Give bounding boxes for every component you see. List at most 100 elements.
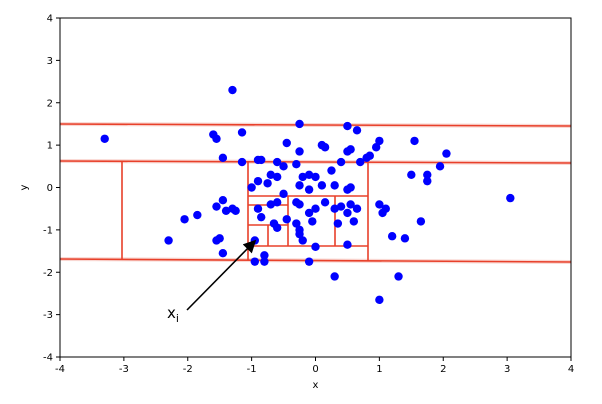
point [343, 147, 352, 156]
y-tick-label: 1 [47, 141, 53, 152]
point [295, 147, 304, 156]
point [279, 162, 288, 171]
point [266, 200, 275, 209]
point [180, 215, 189, 224]
point [352, 126, 362, 135]
point [295, 119, 304, 129]
point [298, 172, 307, 182]
y-tick-label: -3 [43, 310, 53, 321]
point [311, 204, 320, 213]
point [212, 202, 221, 211]
point [295, 181, 304, 190]
point [362, 153, 371, 163]
point [266, 170, 275, 179]
point [435, 162, 445, 171]
point [327, 166, 336, 175]
y-axis-label: y [19, 184, 30, 190]
point [218, 196, 228, 205]
point [218, 153, 228, 163]
point [336, 157, 346, 167]
point [292, 198, 301, 207]
point [317, 181, 327, 190]
x-tick-label: 4 [568, 364, 574, 375]
point [311, 172, 320, 182]
y-tick-label: -2 [43, 268, 53, 279]
x-tick-label: 0 [312, 364, 318, 375]
point [260, 251, 269, 260]
x-tick-label: -3 [119, 364, 129, 375]
point [272, 223, 282, 232]
point [282, 215, 291, 224]
point [423, 176, 432, 186]
point [343, 121, 352, 131]
point [193, 210, 202, 220]
point [292, 219, 301, 228]
point [343, 185, 352, 194]
point [378, 208, 387, 218]
point [320, 143, 330, 152]
x-tick-label: -1 [247, 364, 257, 375]
point [298, 236, 307, 245]
point [292, 159, 301, 169]
point [371, 143, 381, 152]
x-tick-label: 3 [504, 364, 510, 375]
point [237, 128, 247, 137]
point [247, 183, 256, 192]
point [263, 179, 272, 188]
point [330, 272, 339, 281]
y-tick-label: -1 [43, 225, 53, 236]
point [410, 136, 419, 146]
point [253, 204, 263, 213]
point [237, 157, 247, 167]
y-tick-label: 2 [47, 98, 53, 109]
point [257, 212, 266, 222]
point [253, 176, 263, 186]
point [304, 257, 314, 266]
y-tick-label: 4 [47, 14, 53, 25]
y-tick-label: -4 [43, 353, 53, 364]
point [375, 200, 384, 209]
partitions [59, 122, 572, 264]
point [352, 204, 362, 213]
point [343, 240, 352, 249]
point [330, 181, 339, 190]
point [279, 189, 288, 199]
annotation-base: x [167, 304, 176, 322]
point [164, 236, 173, 245]
partition-glow [59, 122, 572, 264]
point [272, 157, 282, 167]
x-tick-label: -2 [183, 364, 193, 375]
point [272, 198, 282, 207]
point [260, 257, 269, 266]
annotation-arrow [186, 239, 257, 311]
point [100, 134, 109, 143]
point [343, 208, 352, 218]
point [282, 138, 291, 148]
point [272, 172, 282, 182]
point [304, 208, 314, 218]
point [407, 170, 416, 179]
x-axis-label: x [313, 380, 319, 391]
partition-lines [59, 123, 572, 263]
plot-frame [59, 17, 572, 358]
point [375, 136, 384, 146]
annotation-subscript: i [176, 312, 179, 325]
point [304, 185, 314, 194]
point [333, 219, 343, 228]
y-tick-label: 3 [47, 56, 53, 67]
x-tick-label: 2 [440, 364, 446, 375]
point [228, 85, 237, 95]
point [218, 248, 228, 258]
points [100, 85, 515, 304]
annotation: xi [167, 304, 179, 325]
point [308, 217, 317, 226]
point [394, 272, 403, 281]
point [295, 229, 304, 239]
point [375, 295, 384, 304]
point [416, 217, 426, 226]
point [506, 193, 515, 203]
point [250, 257, 260, 266]
x-tick-label: 1 [376, 364, 382, 375]
point [442, 149, 451, 158]
